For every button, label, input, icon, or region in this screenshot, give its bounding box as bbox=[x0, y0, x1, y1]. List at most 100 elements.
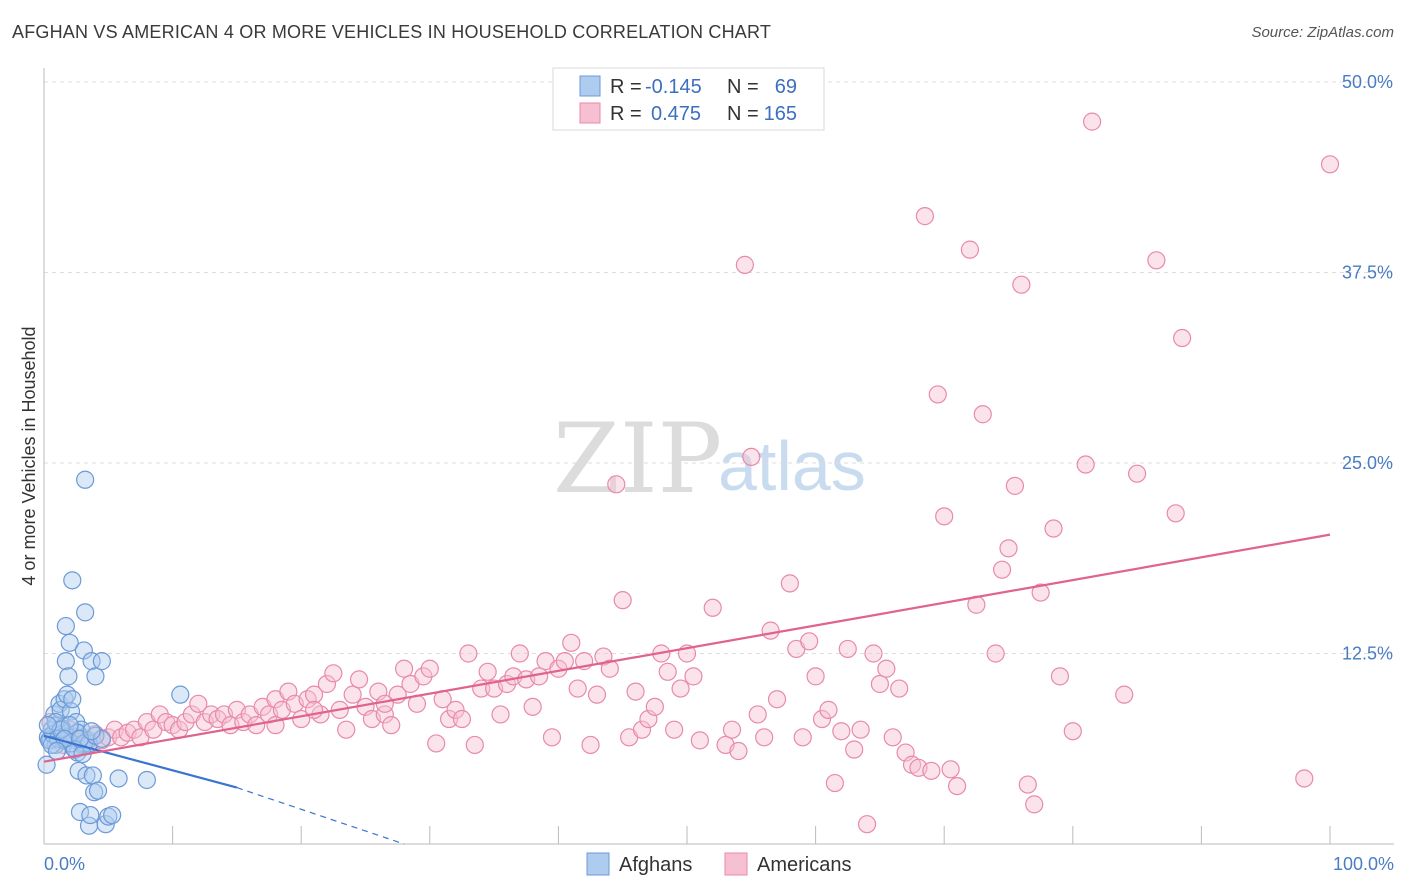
americans-point bbox=[845, 740, 864, 759]
americans-point bbox=[864, 644, 883, 663]
americans-point bbox=[1005, 476, 1025, 495]
y-tick-label: 50.0% bbox=[1342, 72, 1393, 92]
americans-point bbox=[851, 720, 870, 739]
americans-point bbox=[414, 667, 433, 686]
americans-point bbox=[607, 475, 626, 494]
watermark: ZIP atlas bbox=[553, 403, 866, 515]
legend-n-value-1: 69 bbox=[775, 76, 797, 98]
chart-title: AFGHAN VS AMERICAN 4 OR MORE VEHICLES IN… bbox=[12, 22, 772, 42]
americans-point bbox=[600, 659, 619, 678]
americans-point bbox=[150, 705, 169, 724]
americans-point bbox=[1320, 155, 1340, 174]
watermark-zip: ZIP bbox=[553, 403, 722, 515]
afghans-point bbox=[109, 769, 128, 788]
legend-n-label-2: N = bbox=[727, 103, 759, 125]
americans-point bbox=[1166, 504, 1185, 523]
americans-point bbox=[304, 685, 324, 704]
americans-point bbox=[742, 447, 761, 467]
afghans-point bbox=[81, 805, 100, 825]
afghans-point bbox=[59, 667, 78, 686]
americans-point bbox=[941, 760, 960, 779]
americans-point bbox=[337, 720, 356, 739]
americans-point bbox=[382, 716, 401, 735]
americans-point bbox=[671, 679, 690, 698]
americans-point bbox=[568, 679, 587, 698]
afghans-point bbox=[171, 685, 190, 704]
americans-point bbox=[1147, 251, 1166, 270]
americans-point bbox=[870, 674, 890, 694]
americans-point bbox=[755, 728, 774, 747]
americans-point bbox=[1076, 455, 1095, 474]
americans-point bbox=[812, 709, 832, 729]
afghans-point bbox=[76, 603, 95, 622]
afghans-point bbox=[82, 652, 101, 671]
americans-point bbox=[767, 690, 787, 709]
americans-point bbox=[465, 735, 484, 755]
y-tick-labels: 12.5% 25.0% 37.5% 50.0% bbox=[1342, 72, 1393, 664]
americans-point bbox=[645, 697, 664, 716]
americans-point bbox=[349, 670, 369, 689]
afghans-trend-extension bbox=[236, 787, 405, 845]
americans-trend-line bbox=[43, 533, 1331, 763]
afghans-point bbox=[92, 652, 111, 671]
afghans-point bbox=[88, 781, 108, 800]
americans-point bbox=[523, 697, 542, 716]
x-axis-ticks bbox=[43, 826, 1331, 844]
americans-point bbox=[832, 722, 851, 741]
series-label-americans: Americans bbox=[757, 854, 851, 876]
watermark-atlas: atlas bbox=[718, 427, 866, 505]
americans-point bbox=[324, 664, 343, 683]
americans-point bbox=[748, 705, 767, 724]
afghans-point bbox=[60, 716, 79, 735]
americans-point bbox=[1082, 112, 1102, 131]
americans-point bbox=[626, 682, 645, 701]
americans-point bbox=[761, 621, 780, 640]
americans-point bbox=[1018, 775, 1037, 794]
americans-point bbox=[825, 773, 844, 793]
legend-n-label-1: N = bbox=[727, 76, 759, 98]
afghans-point bbox=[47, 741, 66, 761]
afghans-point bbox=[77, 766, 96, 785]
trend-lines bbox=[43, 533, 1331, 845]
y-tick-label: 37.5% bbox=[1342, 263, 1393, 283]
americans-point bbox=[793, 728, 812, 747]
americans-point bbox=[427, 734, 446, 753]
gridlines bbox=[44, 81, 1394, 654]
americans-point bbox=[935, 507, 954, 526]
americans-point bbox=[722, 720, 742, 739]
americans-point bbox=[452, 709, 472, 729]
americans-point bbox=[1025, 795, 1044, 814]
afghans-point bbox=[76, 470, 95, 489]
americans-point bbox=[459, 644, 478, 663]
americans-point bbox=[1050, 667, 1070, 686]
afghans-point bbox=[82, 722, 101, 741]
y-axis-label: 4 or more Vehicles in Household bbox=[19, 326, 39, 585]
correlation-legend: R = -0.145 N = 69 R = 0.475 N = 165 bbox=[552, 67, 825, 131]
americans-point bbox=[915, 207, 935, 226]
legend-n-value-2: 165 bbox=[764, 103, 797, 125]
americans-point bbox=[703, 598, 722, 617]
americans-point bbox=[665, 720, 684, 739]
americans-point bbox=[375, 694, 394, 713]
americans-point bbox=[735, 255, 754, 274]
americans-point bbox=[510, 644, 529, 663]
americans-point bbox=[420, 659, 439, 678]
americans-point bbox=[658, 662, 677, 681]
axes bbox=[43, 68, 1394, 845]
americans-point bbox=[819, 700, 838, 719]
y-tick-label: 12.5% bbox=[1342, 644, 1393, 664]
americans-point bbox=[684, 667, 703, 686]
americans-point bbox=[800, 632, 819, 651]
americans-point bbox=[343, 685, 362, 704]
afghans-point bbox=[63, 571, 82, 590]
afghans-point bbox=[60, 633, 79, 652]
americans-point bbox=[999, 539, 1018, 558]
americans-point bbox=[1295, 769, 1314, 788]
afghans-point bbox=[86, 667, 105, 686]
americans-point bbox=[176, 712, 195, 732]
americans-point bbox=[806, 667, 825, 686]
x-tick-label-max: 100.0% bbox=[1333, 854, 1394, 874]
legend-r-label-1: R = bbox=[610, 76, 642, 98]
afghans-point bbox=[63, 690, 82, 709]
americans-point bbox=[690, 731, 709, 750]
